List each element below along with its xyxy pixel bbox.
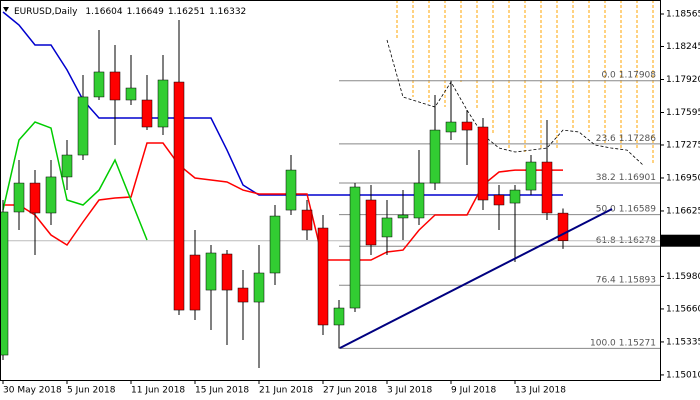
indicator-line [3, 142, 563, 261]
candle-body [157, 79, 169, 128]
y-tick-label: 1.15660 [666, 304, 700, 314]
candle-body [93, 71, 105, 98]
candle-body [301, 209, 313, 231]
fib-label: 100.0 1.15271 [590, 338, 656, 348]
candle-body [205, 252, 217, 291]
y-tick-label: 1.18565 [666, 10, 700, 20]
chart-title: EURUSD,Daily 1.16604 1.16649 1.16251 1.16332 [14, 7, 246, 17]
candle-body [445, 121, 457, 133]
candle-body [333, 307, 345, 326]
fib-ratio: 38.2 [596, 172, 616, 182]
candle-body [13, 182, 25, 213]
indicator-line [2, 121, 148, 241]
fib-label: 50.0 1.16589 [596, 204, 657, 214]
candle-body [221, 253, 233, 291]
x-tick-label: 11 Jun 2018 [131, 386, 185, 396]
candle-body [125, 87, 137, 101]
fib-label: 76.4 1.15893 [596, 275, 656, 285]
x-tick-label: 3 Jul 2018 [387, 386, 432, 396]
symbol: EURUSD,Daily [14, 7, 78, 17]
candle-body [317, 227, 329, 326]
price-box [660, 234, 700, 247]
candle-body [461, 121, 473, 131]
x-tick-label: 5 Jun 2018 [67, 386, 116, 396]
candle-body [45, 176, 57, 214]
fib-ratio: 23.6 [596, 133, 616, 143]
candle-body [493, 194, 505, 206]
candle-body [173, 81, 185, 311]
candle-body [413, 182, 425, 219]
fib-price: 1.17286 [619, 133, 656, 143]
indicator-line [386, 39, 644, 166]
y-tick-label: 1.15980 [666, 272, 700, 282]
ohlc-open: 1.16604 [85, 7, 122, 17]
candle-body [237, 287, 249, 303]
fib-price: 1.16589 [619, 204, 656, 214]
y-tick-label: 1.17275 [666, 140, 700, 150]
ohlc-low: 1.16251 [168, 7, 205, 17]
fib-label: 38.2 1.16901 [596, 172, 656, 182]
y-tick-label: 1.18245 [666, 42, 700, 52]
indicator-line [2, 11, 563, 196]
candle-body [109, 71, 121, 101]
candle-body [77, 96, 89, 156]
candle-body [525, 161, 537, 191]
candle-body [61, 154, 73, 178]
candle-body [557, 212, 569, 241]
fib-label: 0.0 1.17908 [601, 70, 656, 80]
y-tick-label: 1.16950 [666, 173, 700, 183]
candle-body [477, 126, 489, 201]
candle-body [141, 99, 153, 128]
fib-price: 1.16901 [619, 172, 656, 182]
candle-body [189, 254, 201, 311]
candle-body [253, 272, 265, 303]
price-box-label: 1.16332 [664, 236, 700, 246]
title-icon [3, 7, 9, 12]
y-tick-label: 1.15335 [666, 337, 700, 347]
ohlc-high: 1.16649 [127, 7, 164, 17]
candle-body [381, 217, 393, 238]
candle-body [349, 186, 361, 309]
fib-label: 23.6 1.17286 [596, 133, 657, 143]
candle-body [285, 169, 297, 211]
y-tick-label: 1.17595 [666, 108, 700, 118]
fib-ratio: 76.4 [596, 275, 616, 285]
candle-body [269, 215, 281, 274]
ohlc-close: 1.16332 [209, 7, 246, 17]
x-tick-label: 21 Jun 2018 [259, 386, 313, 396]
x-tick-label: 15 Jun 2018 [195, 386, 249, 396]
trend-line [339, 208, 613, 349]
fib-price: 1.15893 [619, 275, 656, 285]
x-tick-label: 9 Jul 2018 [451, 386, 496, 396]
fib-ratio: 50.0 [596, 204, 616, 214]
y-tick-label: 1.16625 [666, 206, 700, 216]
y-tick-label: 1.17920 [666, 75, 700, 85]
y-tick-label: 1.15010 [666, 370, 700, 380]
fib-ratio: 0.0 [601, 70, 616, 80]
fib-price: 1.17908 [619, 70, 656, 80]
candle-body [365, 199, 377, 246]
candle-body [509, 189, 521, 204]
candle-body [397, 214, 409, 219]
fib-ratio: 100.0 [590, 338, 616, 348]
candle-body [29, 182, 41, 214]
candle-body [541, 161, 553, 214]
candle-body [0, 211, 9, 356]
fib-price: 1.15271 [619, 338, 656, 348]
x-tick-label: 27 Jun 2018 [323, 386, 377, 396]
plot-frame [0, 0, 661, 381]
x-tick-label: 30 May 2018 [3, 386, 62, 396]
candle-body [429, 129, 441, 184]
x-tick-label: 13 Jul 2018 [515, 386, 566, 396]
